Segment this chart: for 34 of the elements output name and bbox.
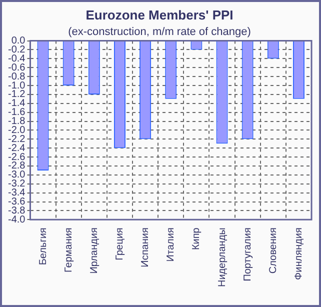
y-tick-label: -3.0 <box>8 170 26 181</box>
y-tick-label: -4.0 <box>8 214 26 226</box>
y-tick-label: -2.8 <box>8 160 26 172</box>
y-tick-label: 0.0 <box>11 36 26 47</box>
x-tick-label: Нидерланды <box>216 228 228 288</box>
y-tick-label: -0.8 <box>8 71 26 82</box>
y-tick-label: -3.2 <box>8 178 26 190</box>
y-tick-label: -3.8 <box>8 205 26 216</box>
chart-title: Eurozone Members' PPI <box>86 7 234 22</box>
y-tick-label: -1.2 <box>8 89 26 100</box>
x-tick-label: Кипр <box>191 227 202 250</box>
x-tick-label: Италия <box>166 228 177 262</box>
y-tick-label: -1.4 <box>8 98 26 110</box>
x-tick-label: Германия <box>63 228 74 272</box>
y-tick-label: -2.0 <box>8 124 26 136</box>
x-tick-label: Греция <box>114 228 126 260</box>
x-tick-label: Ирландия <box>88 228 100 274</box>
y-tick-label: -0.4 <box>8 53 26 64</box>
y-tick-label: -3.4 <box>8 188 26 199</box>
chart-subtitle: (ex-construction, m/m rate of change) <box>68 26 251 38</box>
y-tick-label: -1.6 <box>8 107 26 118</box>
y-tick-label: -1.8 <box>8 116 26 128</box>
x-tick-label: Словения <box>268 228 279 274</box>
x-tick-label: Португалия <box>242 228 254 282</box>
x-tick-label: Испания <box>140 228 152 268</box>
y-tick-label: -0.2 <box>8 44 26 56</box>
y-tick-label: -1.0 <box>8 80 26 92</box>
y-tick-label: -2.4 <box>8 142 26 154</box>
y-tick-label: -0.6 <box>8 62 26 74</box>
x-tick-label: Финляндия <box>293 228 304 280</box>
y-tick-label: -2.6 <box>8 152 26 163</box>
y-tick-label: -3.6 <box>8 196 26 208</box>
x-tick-label: Бельгия <box>38 228 49 266</box>
y-tick-label: -2.2 <box>8 134 26 145</box>
